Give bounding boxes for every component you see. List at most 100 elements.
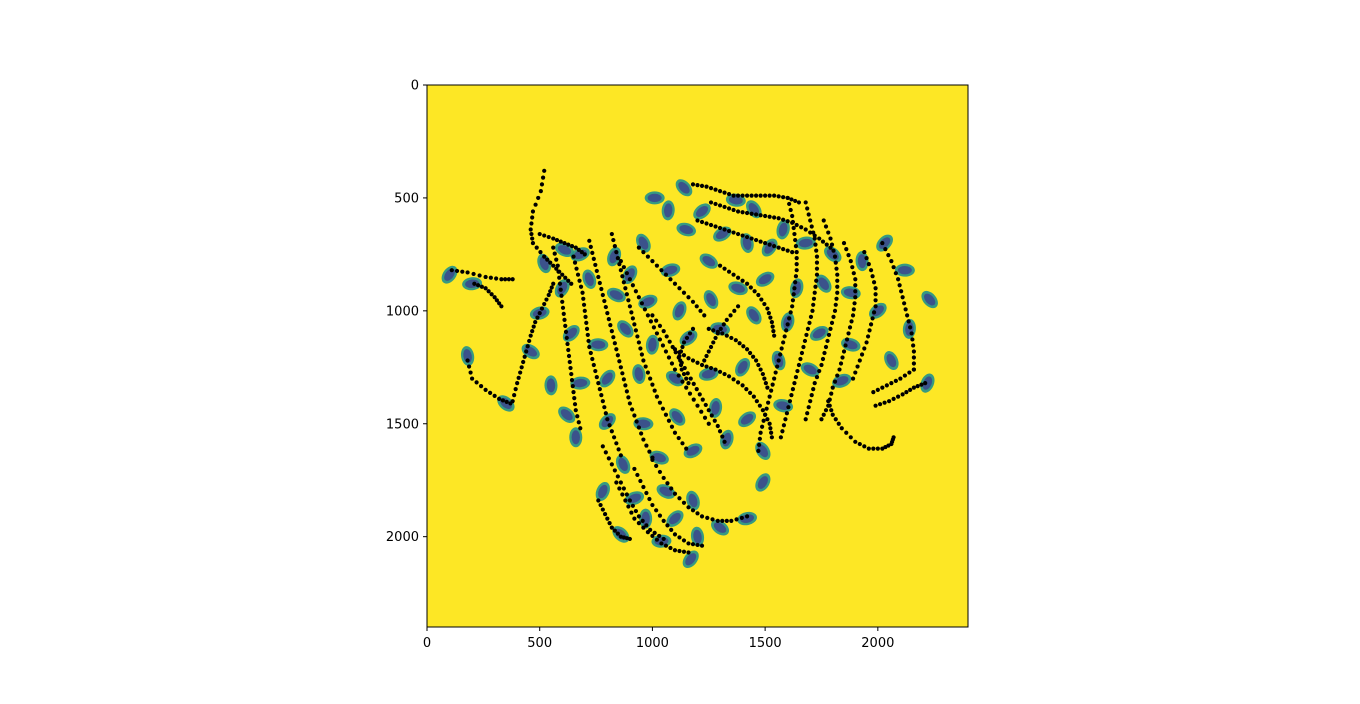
track-point [722,439,727,444]
track-point [632,413,637,418]
track-point [784,328,789,333]
track [528,168,574,286]
track-point [908,387,913,392]
track-point [873,298,878,303]
track-point [537,231,542,237]
track-point [627,401,632,406]
cell-blob-core [663,203,673,218]
track-point [623,286,628,291]
track-point [783,417,788,422]
track-point [793,243,799,249]
track-point [731,272,736,277]
track-point [530,209,536,214]
track-point [518,370,523,375]
track-point [762,301,767,307]
track-point [772,215,777,220]
track-point [603,411,608,416]
track-point [686,541,691,546]
cell-blob [649,450,669,465]
cell-blob-core [685,553,697,566]
cell-blob-core [679,225,694,235]
cell-blob [884,351,899,370]
track-point [833,302,838,307]
track-point [618,268,623,273]
track-point [703,402,708,408]
track-point [769,320,774,325]
track-point [831,248,836,253]
track-point [691,397,696,402]
track-point [546,292,551,298]
track-point [466,364,472,369]
track-point [808,230,813,235]
track-point [651,325,657,330]
track-point [681,340,687,345]
cell-blob [460,346,475,366]
track-point [765,306,770,311]
track-point [873,286,878,291]
track-point [787,201,792,207]
track-point [775,364,780,369]
track-point [522,354,527,359]
track-point [559,293,564,298]
track-point [566,278,571,283]
track-point [717,203,723,208]
track-point [758,193,763,198]
x-tick-label: 0 [423,636,431,651]
cell-blob-core [648,337,657,352]
track-point [715,518,720,523]
track-point [611,237,616,243]
cell-blob [638,294,658,309]
track-point [814,374,820,380]
track-point [785,195,790,201]
track-point [849,319,854,324]
track-point [831,314,836,319]
track-point [686,356,691,361]
track-point [686,550,691,555]
track-point [754,358,759,363]
track-point [744,347,750,352]
track-point [690,542,696,547]
track-point [492,295,497,300]
cell-blob-core [711,400,720,415]
track-point [615,256,620,261]
track-point [521,359,526,365]
track-point [694,304,699,309]
track-point [851,271,856,276]
track-point [768,315,773,320]
track [650,457,750,523]
cell-blob-core [584,272,594,286]
track [778,200,820,440]
track-point [669,424,675,429]
cell-blob [855,251,869,272]
cell-blob-core [748,309,760,322]
track-point [807,320,812,325]
track-point [739,515,744,520]
track-point [663,412,669,417]
cell-blob [544,375,558,396]
track-point [862,444,867,449]
track [717,263,777,338]
track-point [717,263,723,268]
cell-blob [746,306,762,325]
cell-blob [876,234,893,252]
track-point [829,242,835,247]
track-point [605,516,610,521]
track-point [722,371,727,377]
track-point [841,240,847,246]
track-point [641,250,646,255]
track-point [906,319,911,324]
track-point [706,421,711,426]
track-point [699,514,705,519]
track-point [767,242,772,247]
track-point [724,518,729,523]
cell-blob-core [798,238,813,248]
track-point [744,281,750,286]
track-point [708,365,714,371]
track-point [681,371,687,377]
track-point [787,399,793,404]
track-point [868,268,874,273]
x-tick-label: 1500 [749,636,782,651]
cell-blob-core [557,245,572,255]
track-point [609,462,614,467]
track-point [563,323,568,328]
